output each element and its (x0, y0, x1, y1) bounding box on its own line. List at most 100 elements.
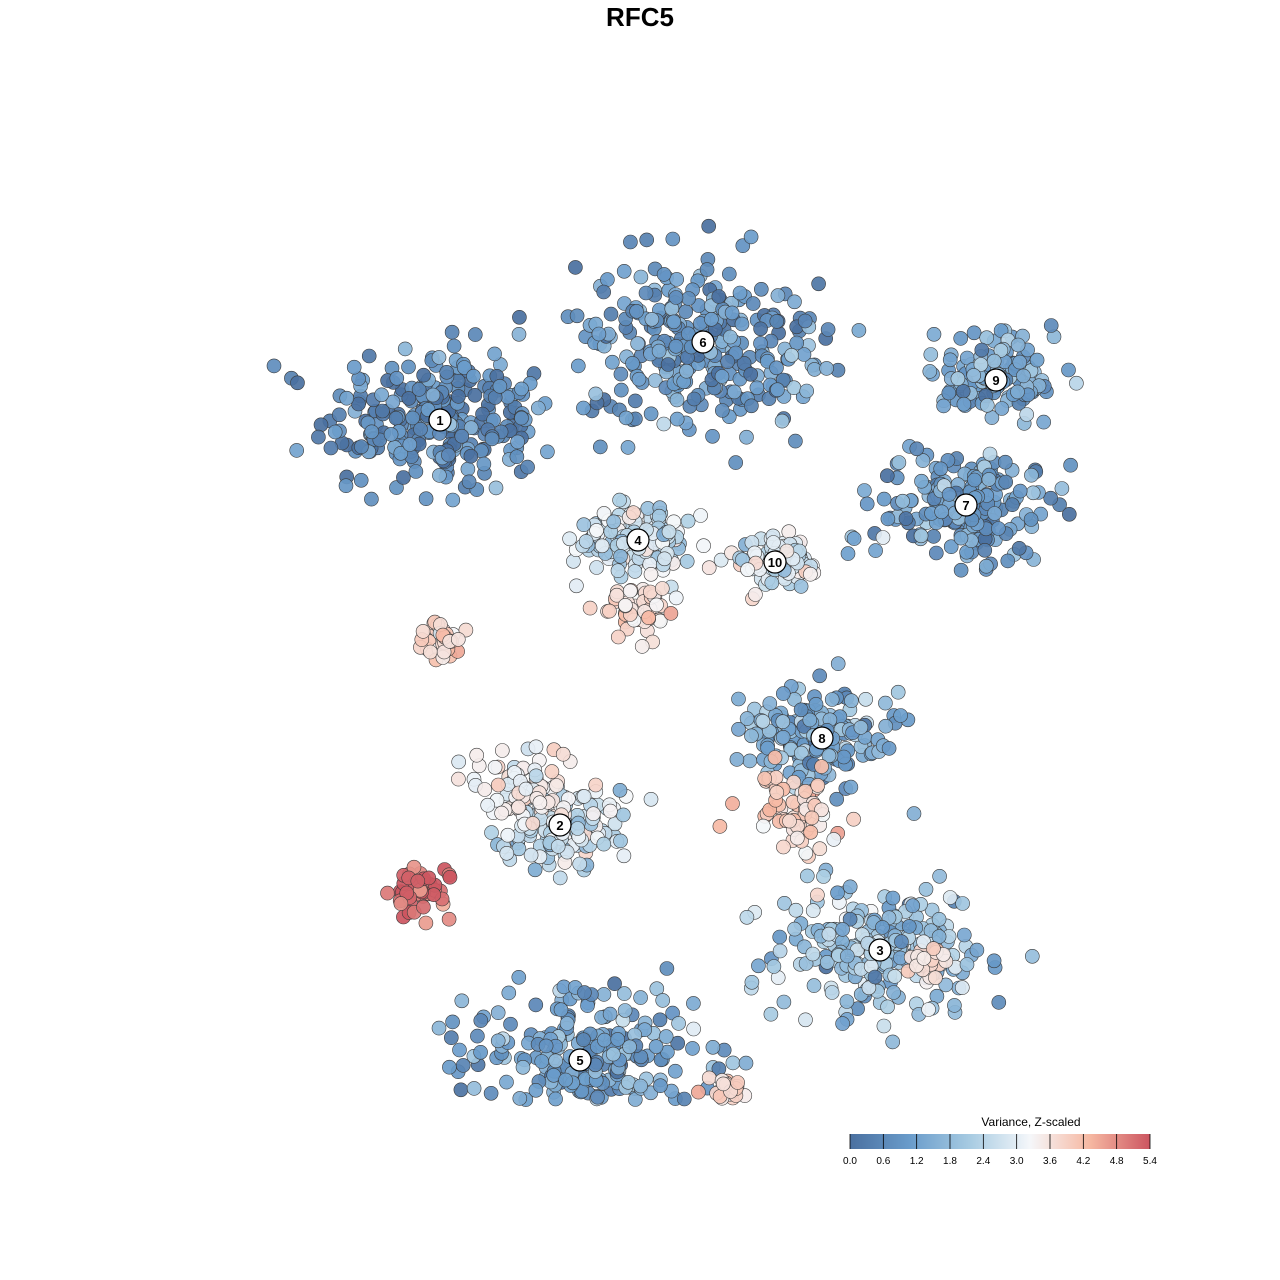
data-point (665, 231, 681, 247)
data-point (1010, 337, 1026, 353)
data-point (803, 824, 819, 840)
data-point (469, 747, 485, 763)
data-point (798, 783, 813, 799)
data-point (470, 1028, 485, 1044)
data-point (618, 597, 633, 613)
data-point (955, 383, 971, 399)
data-point (1062, 506, 1077, 522)
data-point (725, 1055, 741, 1071)
data-point (612, 492, 627, 508)
data-point (696, 538, 711, 554)
data-point (503, 1016, 518, 1032)
data-point (804, 810, 820, 826)
data-point (613, 548, 628, 564)
data-point (701, 560, 717, 576)
data-point (742, 753, 758, 769)
data-point (454, 993, 470, 1009)
cluster-label-text: 10 (768, 555, 782, 570)
data-point (941, 385, 957, 401)
data-point (906, 806, 922, 821)
data-point (423, 644, 438, 660)
data-point (898, 511, 914, 526)
data-point (814, 802, 829, 818)
data-point (753, 336, 768, 351)
data-point (997, 454, 1013, 470)
data-point (494, 743, 510, 758)
data-point (538, 1038, 554, 1054)
data-point (633, 990, 648, 1005)
data-point (774, 413, 790, 429)
data-point (788, 433, 803, 449)
data-point (913, 528, 929, 544)
data-point (327, 424, 343, 440)
data-point (740, 562, 755, 578)
data-point (969, 942, 985, 958)
data-point (550, 839, 566, 854)
data-point (701, 1070, 717, 1086)
data-point (393, 445, 409, 461)
data-point (596, 836, 612, 852)
data-point (914, 473, 929, 489)
data-point (670, 1035, 686, 1051)
data-point (361, 348, 377, 364)
data-point (749, 380, 765, 396)
data-point (576, 1032, 591, 1047)
data-point (1012, 483, 1028, 499)
data-point (757, 771, 773, 786)
data-point (1036, 414, 1051, 430)
data-point (577, 985, 592, 1000)
data-point (576, 400, 591, 416)
data-point (745, 296, 761, 311)
data-point (606, 514, 622, 530)
data-point (844, 693, 859, 709)
data-point (1016, 368, 1031, 384)
cluster-label-circle (984, 368, 1008, 392)
data-point (596, 284, 612, 300)
data-point (736, 355, 752, 371)
data-point (1023, 512, 1039, 527)
data-point (416, 367, 431, 383)
data-point (625, 355, 640, 371)
data-point (431, 350, 447, 365)
data-point (594, 538, 610, 554)
cluster-label-text: 4 (634, 533, 642, 548)
data-point (686, 996, 701, 1011)
data-point (724, 305, 740, 321)
data-point (643, 791, 659, 807)
data-point (893, 708, 908, 723)
data-point (484, 825, 499, 840)
data-point (634, 639, 650, 654)
data-point (840, 546, 856, 561)
data-point (397, 341, 413, 357)
data-point (657, 551, 672, 567)
cluster-label-text: 7 (962, 498, 969, 513)
data-point (616, 848, 632, 864)
data-point (839, 948, 855, 964)
data-point (846, 811, 861, 827)
data-point (552, 870, 568, 886)
data-point (986, 953, 1002, 969)
data-point (638, 285, 654, 301)
data-point (705, 1040, 721, 1055)
data-point (613, 366, 629, 382)
data-point (799, 383, 815, 399)
cluster-label-text: 6 (699, 335, 706, 350)
data-point (331, 407, 347, 423)
data-point (738, 1055, 754, 1071)
data-point (728, 455, 744, 470)
data-point (714, 369, 730, 384)
data-point (588, 386, 604, 402)
data-point (1043, 318, 1059, 333)
data-point (612, 782, 628, 798)
cluster-label-circle (428, 408, 452, 432)
data-point (922, 364, 938, 379)
data-point (931, 911, 947, 927)
data-point (744, 728, 759, 744)
data-point (426, 887, 442, 903)
data-point (878, 718, 894, 734)
data-point (933, 461, 949, 477)
data-point (691, 1084, 706, 1100)
data-point (994, 401, 1010, 416)
data-point (562, 531, 577, 547)
